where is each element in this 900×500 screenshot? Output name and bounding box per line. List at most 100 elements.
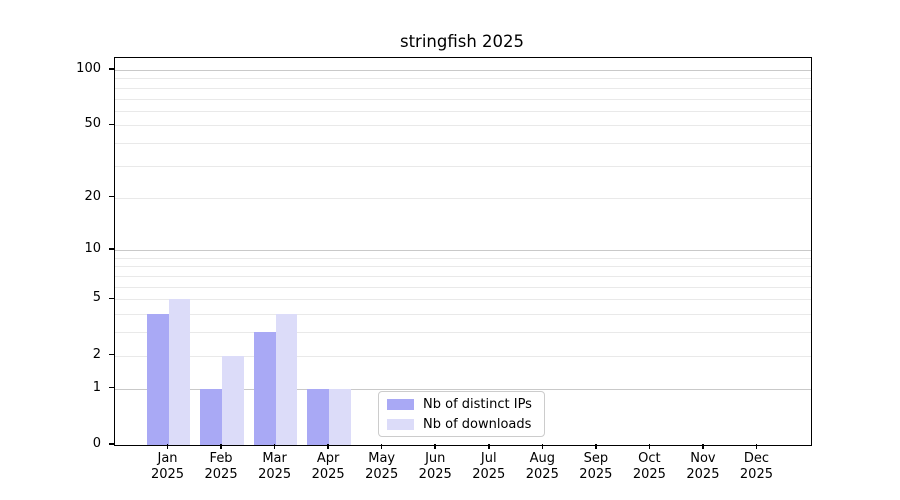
- bar-nb-of-distinct-ips-jan-2025: [146, 314, 169, 445]
- x-tick-label-line: 2025: [311, 466, 345, 482]
- y-tick-label: 100: [76, 60, 101, 76]
- gridline-minor: [115, 98, 811, 100]
- x-tick-label-line: 2025: [150, 466, 185, 482]
- gridline-major: [115, 69, 811, 71]
- x-tick-label-line: Feb: [209, 451, 233, 466]
- x-tick: [220, 444, 222, 449]
- y-tick-label: 50: [84, 116, 101, 132]
- bar-nb-of-distinct-ips-mar-2025: [253, 332, 276, 445]
- x-tick: [702, 444, 704, 449]
- bar-nb-of-downloads-apr-2025: [329, 388, 351, 445]
- gridline-minor: [115, 266, 811, 268]
- y-tick: [109, 297, 114, 300]
- gridline-minor: [115, 299, 811, 301]
- y-tick-label: 1: [92, 379, 101, 395]
- x-tick-label-line: Jun: [425, 451, 446, 466]
- x-tick: [273, 444, 276, 449]
- x-tick-label-line: Dec: [743, 451, 770, 466]
- x-tick-label: Sep 2025: [568, 451, 624, 482]
- y-tick-label: 2: [92, 346, 101, 362]
- grid-layer: [115, 58, 811, 445]
- y-tick-label: 5: [92, 290, 101, 306]
- x-tick-label: Jul 2025: [461, 451, 517, 482]
- gridline-minor: [115, 78, 811, 80]
- legend-swatch-nb-of-distinct-ips: [387, 398, 414, 410]
- y-tick-label: 0: [92, 436, 101, 451]
- plot-area: [114, 57, 812, 446]
- x-tick-label-line: 2025: [686, 466, 720, 482]
- bar-layer: [115, 58, 811, 445]
- gridline-minor: [115, 332, 811, 334]
- x-tick-label-line: 2025: [632, 466, 666, 482]
- x-tick-label: Mar 2025: [247, 451, 303, 482]
- x-tick-label-line: 2025: [472, 466, 506, 482]
- gridline-minor: [115, 197, 811, 199]
- y-tick-label: 10: [84, 241, 101, 257]
- x-tick-label: May 2025: [354, 451, 410, 482]
- x-tick-label-line: Nov: [690, 451, 716, 466]
- legend-item: Nb of downloads: [387, 417, 536, 432]
- y-tick: [109, 248, 114, 250]
- x-tick: [380, 444, 383, 449]
- x-tick-label: Apr 2025: [300, 451, 356, 482]
- x-tick-label-line: Aug: [529, 451, 555, 466]
- legend-swatch-nb-of-downloads: [387, 418, 414, 430]
- gridline-minor: [115, 143, 811, 145]
- x-tick-label-line: May: [368, 451, 396, 466]
- gridline-minor: [115, 276, 811, 277]
- bar-nb-of-downloads-jan-2025: [168, 299, 191, 445]
- y-tick-label: 20: [84, 188, 101, 204]
- x-tick-label: Aug 2025: [514, 451, 570, 482]
- x-tick-label-line: 2025: [525, 466, 559, 482]
- x-tick-label-line: 2025: [579, 466, 613, 482]
- gridline-minor: [115, 110, 811, 112]
- x-tick: [648, 444, 651, 449]
- x-tick-label-line: 2025: [258, 466, 292, 482]
- x-tick: [595, 444, 597, 449]
- x-tick-label-line: Oct: [638, 451, 661, 466]
- y-tick: [109, 123, 114, 126]
- gridline-minor: [115, 165, 811, 167]
- x-tick-label-line: Mar: [262, 451, 287, 466]
- y-tick: [109, 68, 114, 70]
- bar-nb-of-distinct-ips-apr-2025: [307, 388, 330, 445]
- x-tick-label-line: 2025: [739, 466, 773, 482]
- x-tick-label-line: Jul: [480, 451, 497, 466]
- x-tick: [755, 444, 758, 449]
- x-tick-label-line: Sep: [583, 451, 609, 466]
- x-tick-label: Oct 2025: [621, 451, 677, 482]
- bar-nb-of-downloads-feb-2025: [222, 355, 244, 445]
- x-tick-label: Jan 2025: [140, 451, 196, 482]
- x-tick-label: Jun 2025: [407, 451, 463, 482]
- gridline-minor: [115, 355, 811, 357]
- x-tick-label-line: 2025: [418, 466, 452, 482]
- gridline-minor: [115, 257, 811, 259]
- y-tick: [109, 353, 114, 356]
- legend: Nb of distinct IPs Nb of downloads: [378, 391, 545, 437]
- x-tick-label-line: 2025: [204, 466, 238, 482]
- x-tick-label-line: Jan: [157, 451, 178, 466]
- x-tick: [488, 444, 490, 449]
- legend-label: Nb of distinct IPs: [423, 396, 532, 412]
- x-tick: [541, 444, 544, 449]
- legend-label: Nb of downloads: [423, 416, 532, 432]
- gridline-minor: [115, 125, 811, 127]
- y-tick: [109, 443, 114, 445]
- x-tick-label: Feb 2025: [193, 451, 249, 482]
- x-tick-label: Nov 2025: [675, 451, 731, 482]
- chart-title: stringfish 2025: [399, 32, 525, 51]
- y-tick: [109, 195, 114, 198]
- x-tick: [327, 444, 329, 449]
- x-tick-label-line: Apr: [316, 451, 340, 466]
- gridline-minor: [115, 87, 811, 89]
- x-tick-label: Dec 2025: [728, 451, 784, 482]
- gridline-major: [115, 388, 811, 390]
- bar-nb-of-distinct-ips-feb-2025: [200, 388, 223, 445]
- x-tick-label-line: 2025: [365, 466, 399, 482]
- y-tick: [109, 386, 114, 389]
- x-tick: [166, 444, 169, 449]
- x-tick: [434, 444, 436, 449]
- gridline-minor: [115, 314, 811, 316]
- gridline-minor: [115, 286, 811, 288]
